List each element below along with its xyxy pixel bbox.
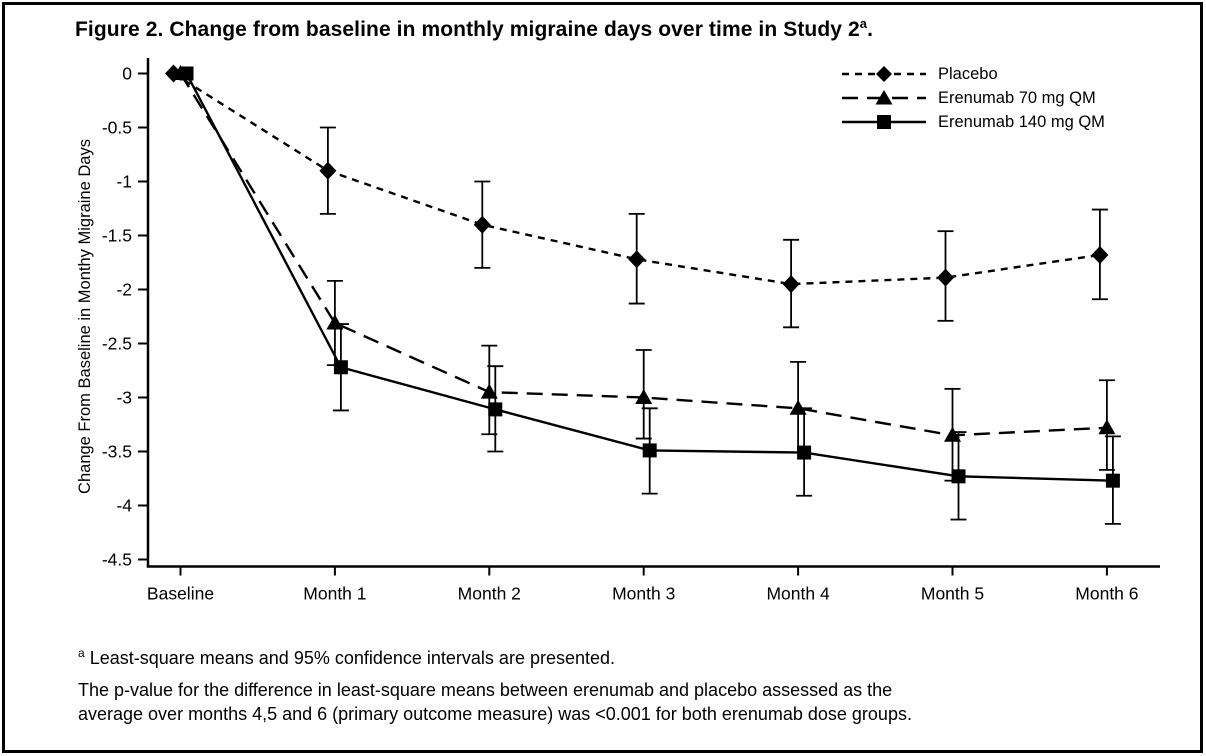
diamond-marker — [319, 161, 337, 180]
y-tick-label: -1 — [116, 172, 132, 192]
footnote-line-1: a Least-square means and 95% confidence … — [78, 641, 912, 670]
x-tick-label: Month 6 — [1075, 584, 1138, 604]
y-axis-ticks: 0 -0.5 -1 -1.5 -2 -2.5 -3 -3.5 -4 -4.5 — [102, 64, 148, 570]
triangle-marker — [480, 383, 498, 399]
x-tick-label: Month 2 — [458, 584, 521, 604]
legend-label-erenumab-70: Erenumab 70 mg QM — [938, 88, 1096, 107]
y-tick-label: -1.5 — [102, 226, 132, 246]
square-marker — [1105, 473, 1120, 488]
x-tick-label: Month 1 — [303, 584, 366, 604]
diamond-marker — [937, 268, 954, 287]
diamond-marker — [1091, 245, 1109, 264]
footnote-line-2: The p-value for the difference in least-… — [78, 680, 893, 700]
x-tick-label: Baseline — [147, 584, 214, 604]
diamond-marker — [782, 275, 800, 294]
triangle-marker — [635, 389, 653, 404]
diamond-marker — [628, 250, 646, 269]
x-tick-label: Month 4 — [766, 584, 829, 604]
footnote-line-3: average over months 4,5 and 6 (primary o… — [78, 704, 912, 724]
legend-label-erenumab-140: Erenumab 140 mg QM — [938, 112, 1105, 131]
y-tick-label: -2.5 — [102, 334, 132, 354]
square-marker — [179, 66, 194, 81]
chart-canvas: 0 -0.5 -1 -1.5 -2 -2.5 -3 -3.5 -4 -4.5 Baseline Mon… — [76, 58, 1160, 604]
figure-title-text: Figure 2. Change from baseline in monthl… — [75, 18, 860, 41]
y-tick-label: -4 — [116, 496, 132, 516]
footnote-line-1-text: Least-square means and 95% confidence in… — [84, 648, 616, 668]
y-tick-label: -4.5 — [102, 550, 132, 570]
y-tick-label: 0 — [122, 64, 132, 84]
erenumab140-line-square-icon — [842, 115, 926, 129]
square-marker — [488, 402, 503, 417]
footnote-superscript: a — [78, 646, 85, 660]
triangle-marker — [944, 426, 961, 442]
diamond-marker — [473, 215, 491, 234]
figure-footnote: a Least-square means and 95% confidence … — [78, 641, 912, 726]
square-marker — [951, 469, 966, 484]
x-tick-label: Month 5 — [921, 584, 984, 604]
legend-item-placebo: Placebo — [840, 62, 1105, 86]
square-marker — [333, 360, 348, 375]
y-axis-title: Change From Baseline in Monthy Migraine … — [76, 139, 94, 494]
triangle-marker — [789, 399, 807, 415]
chart-legend: Placebo Erenumab 70 mg QM Erenumab 140 m… — [840, 62, 1105, 134]
triangle-marker — [1098, 419, 1116, 435]
placebo-line-diamond-icon — [842, 66, 926, 82]
series-square — [179, 66, 1121, 525]
square-marker — [642, 443, 657, 458]
x-tick-label: Month 3 — [612, 584, 675, 604]
figure-title: Figure 2. Change from baseline in monthl… — [75, 16, 873, 42]
series-diamond — [165, 64, 1109, 329]
figure-title-superscript: a — [859, 16, 868, 31]
legend-label-placebo: Placebo — [938, 64, 998, 83]
legend-item-erenumab-70: Erenumab 70 mg QM — [840, 86, 1105, 110]
legend-item-erenumab-140: Erenumab 140 mg QM — [840, 110, 1105, 134]
y-tick-label: -0.5 — [102, 118, 132, 138]
x-axis-ticks: Baseline Month 1 Month 2 Month 3 Month 4 Mont… — [147, 566, 1139, 604]
figure-title-period: . — [867, 18, 874, 41]
y-tick-label: -3.5 — [102, 442, 132, 462]
y-tick-label: -2 — [116, 280, 132, 300]
triangle-marker — [326, 314, 344, 330]
erenumab70-line-triangle-icon — [842, 90, 926, 105]
y-tick-label: -3 — [116, 388, 132, 408]
square-marker — [797, 445, 812, 460]
